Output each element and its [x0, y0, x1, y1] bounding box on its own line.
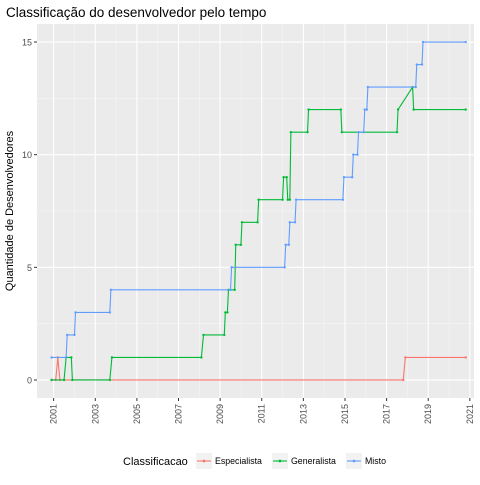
x-tick-label: 2009 — [215, 404, 225, 424]
series-point-misto — [352, 153, 355, 156]
y-axis-title: Quantidade de Desenvolvedores — [4, 130, 16, 291]
series-point-misto — [288, 221, 292, 224]
chart-title: Classificação do desenvolvedor pelo temp… — [6, 5, 266, 20]
series-point-misto — [366, 85, 370, 89]
legend-key-point-generalista — [278, 459, 282, 463]
series-point-misto — [362, 130, 365, 134]
series-point-misto — [229, 288, 232, 292]
series-point-generalista — [239, 243, 243, 246]
series-point-misto — [415, 63, 418, 66]
series-point-generalista — [70, 356, 73, 359]
series-point-especialista — [404, 356, 407, 359]
series-point-especialista — [402, 378, 405, 382]
x-tick-label: 2011 — [257, 404, 267, 423]
series-point-generalista — [281, 198, 284, 201]
x-tick-label: 2013 — [298, 404, 308, 424]
x-tick-label: 2015 — [340, 404, 350, 424]
series-point-generalista — [288, 198, 292, 201]
series-point-generalista — [240, 221, 244, 224]
series-line-generalista — [51, 86, 466, 381]
x-tick-label: 2017 — [382, 404, 392, 424]
legend-key-point-especialista — [202, 459, 206, 463]
series-line-misto — [51, 41, 466, 359]
series-point-generalista — [257, 198, 260, 201]
series-point-generalista — [224, 311, 227, 314]
x-tick-label: 2021 — [465, 404, 475, 424]
y-tick-label: 10 — [22, 150, 32, 160]
legend-title: Classificacao — [123, 456, 188, 468]
legend-label-especialista: Especialista — [215, 456, 262, 466]
series-point-generalista — [286, 198, 289, 201]
series-point-misto — [73, 333, 76, 337]
series-point-especialista — [464, 356, 467, 359]
series-point-generalista — [233, 288, 236, 292]
series-point-generalista — [110, 356, 114, 359]
series-point-generalista — [307, 108, 310, 111]
series-point-misto — [464, 40, 467, 44]
series-point-misto — [356, 153, 359, 156]
series-point-misto — [351, 176, 354, 179]
series-point-generalista — [200, 356, 203, 359]
series-point-misto — [287, 243, 290, 246]
series-point-misto — [108, 311, 112, 314]
series-point-misto — [74, 311, 77, 314]
series-point-misto — [421, 40, 425, 44]
series-point-generalista — [256, 221, 259, 224]
legend-label-misto: Misto — [365, 456, 386, 466]
series-point-generalista — [202, 333, 205, 337]
series-lines — [50, 40, 467, 382]
series-point-generalista — [282, 176, 285, 179]
series-point-misto — [230, 266, 233, 269]
series-point-misto — [420, 63, 424, 66]
x-tick-label: 2007 — [174, 404, 184, 424]
y-tick-label: 15 — [22, 38, 32, 48]
series-point-misto — [65, 333, 69, 337]
series-point-generalista — [62, 378, 66, 382]
y-tick-label: 0 — [27, 375, 32, 385]
legend-label-generalista: Generalista — [291, 456, 336, 466]
series-point-misto — [365, 108, 369, 111]
series-point-misto — [363, 108, 366, 111]
x-tick-label: 2001 — [49, 404, 59, 424]
series-point-misto — [294, 198, 298, 201]
series-point-generalista — [108, 378, 112, 382]
series-point-misto — [414, 85, 417, 89]
series-point-generalista — [306, 130, 309, 134]
series-point-misto — [357, 130, 360, 134]
legend-key-point-misto — [352, 459, 356, 463]
x-tick-label: 2019 — [423, 404, 433, 424]
series-point-generalista — [289, 130, 293, 134]
series-point-misto — [341, 198, 345, 201]
series-point-misto — [284, 243, 287, 246]
series-point-generalista — [71, 378, 74, 382]
series-point-generalista — [339, 108, 343, 111]
series-point-generalista — [285, 176, 288, 179]
series-point-misto — [283, 266, 286, 269]
series-point-misto — [109, 288, 113, 292]
series-point-generalista — [50, 378, 53, 382]
series-point-generalista — [223, 333, 226, 337]
series-point-generalista — [234, 243, 237, 246]
series-point-misto — [50, 356, 53, 359]
series-point-generalista — [340, 130, 344, 134]
series-point-generalista — [412, 108, 415, 111]
x-tick-label: 2003 — [90, 404, 100, 424]
series-point-misto — [64, 356, 68, 359]
series-point-misto — [342, 176, 346, 179]
axes: 0 5 10 15 2001 2003 2005 2007 2009 2011 2013 2015 20… — [22, 38, 475, 425]
series-point-generalista — [396, 108, 400, 111]
series-point-generalista — [226, 311, 229, 314]
y-tick-label: 5 — [27, 263, 32, 273]
legend: Classificacao Especialista Generalista Mist… — [123, 453, 386, 469]
series-point-misto — [293, 221, 297, 224]
series-point-generalista — [464, 108, 467, 111]
series-point-generalista — [395, 130, 399, 134]
x-tick-label: 2005 — [132, 404, 142, 424]
